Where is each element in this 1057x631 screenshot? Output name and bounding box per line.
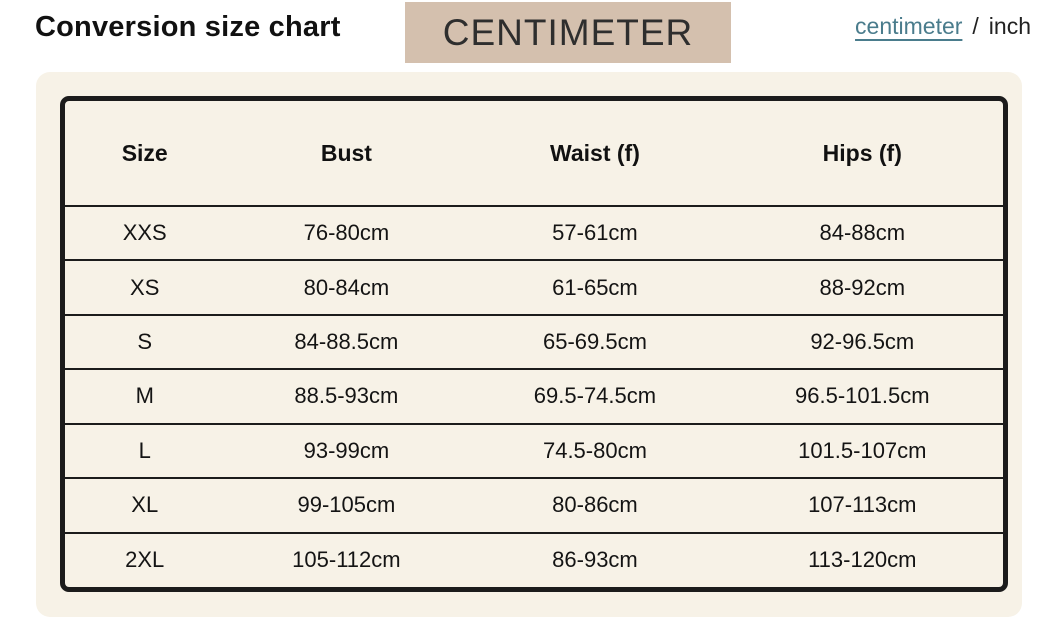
table-row: L 93-99cm 74.5-80cm 101.5-107cm	[65, 422, 1003, 479]
table-row: M 88.5-93cm 69.5-74.5cm 96.5-101.5cm	[65, 368, 1003, 424]
size-cell: XS	[65, 259, 225, 315]
table-row: S 84-88.5cm 65-69.5cm 92-96.5cm	[65, 313, 1003, 370]
size-cell: XL	[65, 477, 225, 533]
waist-cell: 61-65cm	[468, 259, 722, 315]
size-cell: M	[65, 368, 225, 424]
bust-cell: 80-84cm	[224, 259, 469, 315]
bust-cell: 105-112cm	[224, 531, 469, 587]
waist-cell: 86-93cm	[468, 531, 722, 587]
size-chart-panel: Size Bust Waist (f) Hips (f) XXS 76-80cm…	[36, 72, 1022, 617]
size-table-frame: Size Bust Waist (f) Hips (f) XXS 76-80cm…	[60, 96, 1008, 592]
waist-cell: 80-86cm	[468, 477, 722, 533]
unit-toggle: centimeter / inch	[855, 13, 1031, 40]
size-cell: L	[65, 422, 225, 479]
hips-cell: 88-92cm	[721, 259, 1003, 315]
size-cell: 2XL	[65, 531, 225, 587]
waist-cell: 69.5-74.5cm	[468, 368, 722, 424]
table-row: XS 80-84cm 61-65cm 88-92cm	[65, 259, 1003, 315]
waist-cell: 74.5-80cm	[468, 422, 722, 479]
size-cell: S	[65, 313, 225, 370]
inch-link[interactable]: inch	[988, 13, 1031, 39]
bust-cell: 93-99cm	[224, 422, 469, 479]
header-bust: Bust	[320, 139, 372, 166]
waist-cell: 57-61cm	[468, 204, 722, 261]
page-title: Conversion size chart	[35, 11, 341, 43]
table-header-row: Size Bust Waist (f) Hips (f)	[65, 101, 1003, 206]
header-size: Size	[121, 139, 168, 166]
table-row: XL 99-105cm 80-86cm 107-113cm	[65, 477, 1003, 533]
hips-cell: 113-120cm	[721, 531, 1003, 587]
hips-cell: 84-88cm	[721, 204, 1003, 261]
hips-cell: 92-96.5cm	[721, 313, 1003, 370]
header-waist: Waist (f)	[550, 139, 640, 166]
header-hips: Hips (f)	[822, 139, 902, 166]
table-row: 2XL 105-112cm 86-93cm 113-120cm	[65, 531, 1003, 587]
bust-cell: 76-80cm	[224, 204, 469, 261]
bust-cell: 99-105cm	[224, 477, 469, 533]
hips-cell: 107-113cm	[721, 477, 1003, 533]
size-cell: XXS	[65, 204, 225, 261]
unit-separator: /	[972, 13, 979, 39]
table-row: XXS 76-80cm 57-61cm 84-88cm	[65, 204, 1003, 261]
size-table: Size Bust Waist (f) Hips (f) XXS 76-80cm…	[65, 101, 1003, 587]
centimeter-link[interactable]: centimeter	[855, 13, 963, 39]
waist-cell: 65-69.5cm	[468, 313, 722, 370]
hips-cell: 96.5-101.5cm	[721, 368, 1003, 424]
size-chart-header: Conversion size chart CENTIMETER centime…	[0, 0, 1057, 72]
hips-cell: 101.5-107cm	[721, 422, 1003, 479]
bust-cell: 84-88.5cm	[224, 313, 469, 370]
bust-cell: 88.5-93cm	[224, 368, 469, 424]
unit-badge: CENTIMETER	[405, 2, 731, 63]
